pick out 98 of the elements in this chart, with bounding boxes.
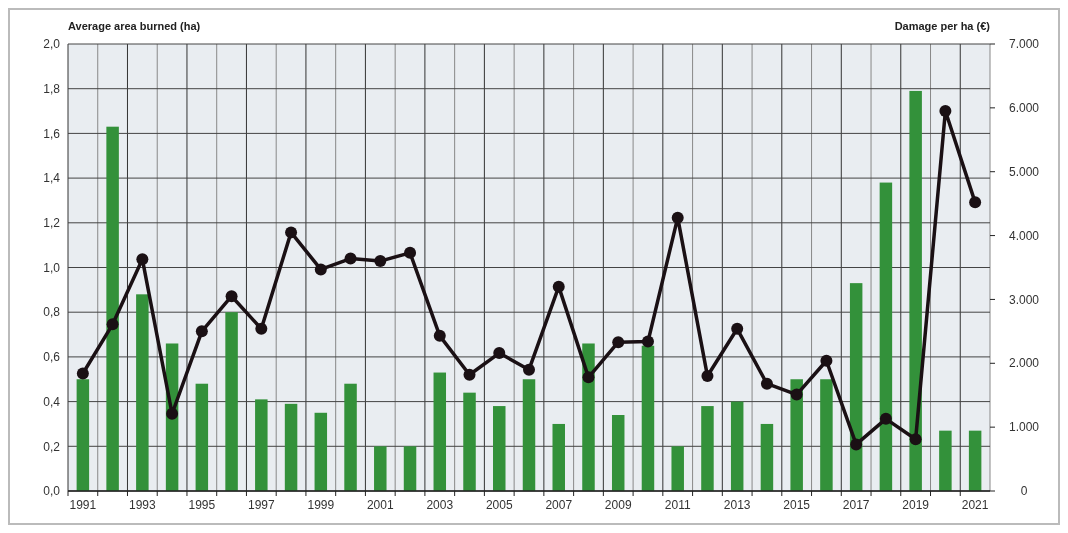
point [166,407,179,420]
y2-tick-label: 7.000 [1008,37,1040,52]
bar [403,446,417,491]
bar [136,294,149,491]
point [76,367,89,380]
x-tick-label: 2001 [366,498,394,512]
x-tick-label: 2005 [485,498,513,512]
y-tick-label: 2,0 [43,37,61,52]
point [879,412,892,425]
point [760,377,773,390]
bar [463,392,476,491]
y-axis-title: Average area burned (ha) [68,20,201,32]
bar [611,415,625,491]
bar [195,383,209,491]
bar [849,283,863,491]
point [731,322,744,335]
y2-axis-title: Damage per ha (€) [894,20,991,32]
y-tick-label: 0,2 [43,439,61,454]
bar [730,401,744,491]
bar [225,312,238,491]
bar [968,430,982,491]
x-tick-label: 2021 [961,498,989,512]
point [641,335,654,348]
point [374,255,387,268]
point [225,290,238,303]
bar [106,126,119,491]
y2-tick-label: 5.000 [1008,164,1040,179]
point [850,438,863,451]
point [939,105,952,118]
y2-tick-label: 6.000 [1008,101,1040,116]
x-tick-label: 2009 [604,498,632,512]
point [523,363,535,376]
x-tick-label: 2017 [842,498,870,512]
point [255,322,268,335]
x-tick-label: 2015 [783,498,811,512]
y-tick-label: 1,6 [43,126,61,141]
point [820,354,833,367]
y-tick-label: 0,4 [43,394,61,409]
point [106,318,119,331]
bar [671,446,684,491]
bar [314,412,328,491]
bar [909,90,922,491]
y-tick-label: 0,8 [43,305,61,320]
y-tick-label: 1,4 [43,171,61,186]
bar [552,423,565,491]
point [969,196,982,209]
y2-tick-label: 3.000 [1008,292,1040,307]
bar [701,406,714,491]
point [909,433,922,446]
point [404,246,417,259]
point [463,368,476,381]
point [136,253,149,266]
bar [820,379,833,491]
bar [790,379,803,491]
y2-tick-label: 2.000 [1008,356,1040,371]
point [612,336,625,349]
bar [879,182,893,491]
point [433,329,446,342]
y-tick-label: 0,6 [43,350,61,365]
y2-tick-label: 4.000 [1008,228,1040,243]
x-tick-label: 1999 [307,498,335,512]
y2-tick-label: 1.000 [1008,420,1040,435]
x-tick-label: 1995 [188,498,216,512]
y-tick-label: 1,8 [43,81,61,96]
point [344,252,357,265]
y2-tick-label: 0 [1020,484,1028,499]
y-tick-label: 1,0 [43,260,61,275]
bar [582,343,595,491]
bar [255,399,268,491]
point [790,388,803,401]
x-tick-label: 2019 [902,498,930,512]
bar [284,403,298,491]
point [552,280,565,293]
x-tick-label: 1997 [247,498,275,512]
x-tick-label: 2003 [426,498,454,512]
point [195,325,208,338]
bar [641,345,655,491]
x-tick-label: 1993 [129,498,157,512]
point [582,371,595,384]
bar [493,406,506,491]
point [285,226,298,239]
point [493,347,506,360]
point [701,370,714,383]
bar [374,446,387,491]
y-tick-label: 0,0 [43,484,61,499]
point [314,263,327,276]
x-tick-label: 2007 [545,498,573,512]
x-tick-label: 2011 [664,498,691,512]
point [671,211,684,224]
bar [76,379,90,491]
bar [760,423,774,491]
bar [522,379,536,491]
bar [939,430,952,491]
bar [344,383,357,491]
x-tick-label: 1991 [69,498,97,512]
bar [433,372,447,491]
y-tick-label: 1,2 [43,216,61,230]
x-tick-label: 2013 [723,498,751,512]
